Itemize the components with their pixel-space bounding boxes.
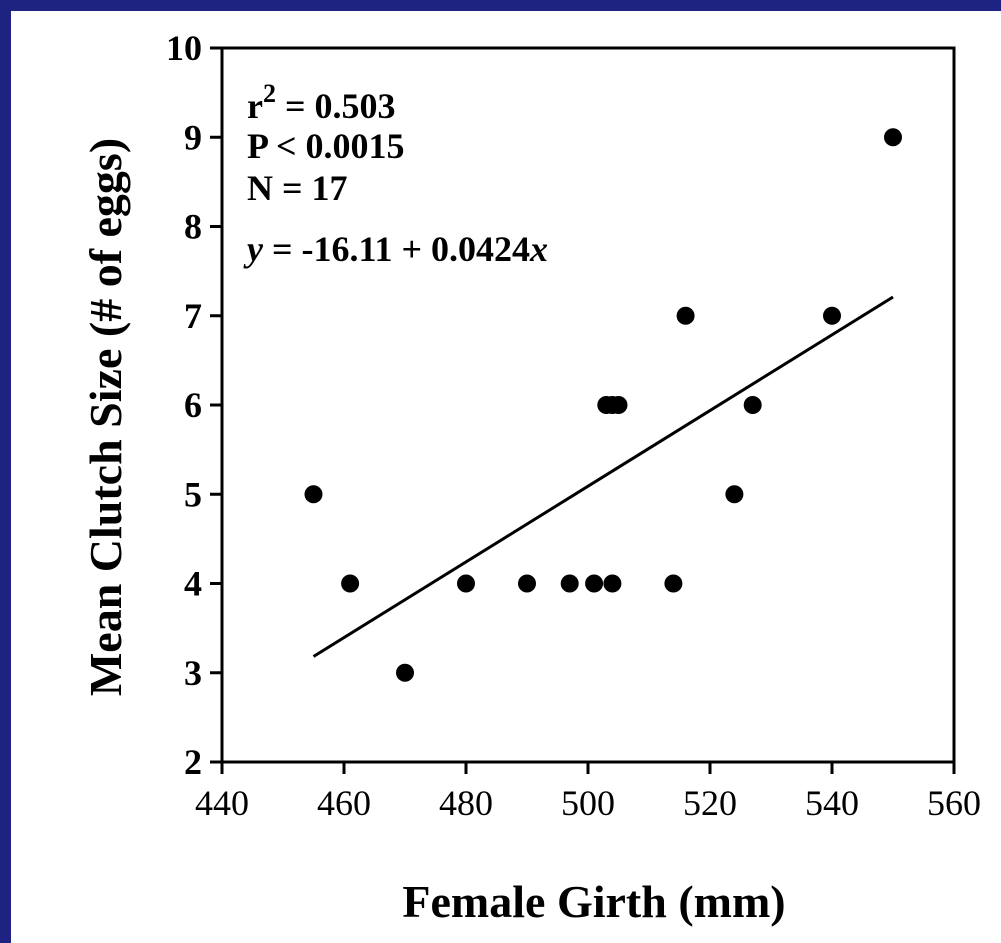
y-tick-label: 9 (184, 117, 202, 157)
ticks: 440 460 480 500 520 540 560 2 3 4 5 6 7 8 9 10 (166, 28, 981, 823)
y-tick-label: 7 (184, 296, 202, 336)
x-axis-title: Female Girth (mm) (402, 876, 785, 927)
regression-line-group (312, 295, 894, 658)
data-point (603, 574, 622, 593)
x-tick-label: 460 (317, 783, 371, 823)
n-label: N = 17 (247, 168, 348, 208)
data-point (560, 574, 579, 593)
data-point (585, 574, 604, 593)
data-point (609, 396, 628, 414)
y-tick-label: 2 (184, 742, 202, 782)
y-tick-label: 5 (184, 474, 202, 514)
data-point (823, 306, 841, 325)
data-point (304, 485, 323, 504)
regression-equation: y = -16.11 + 0.0424x (243, 229, 548, 269)
y-tick-label: 3 (184, 653, 202, 693)
scatter-chart: 440 460 480 500 520 540 560 2 3 4 5 6 7 8 9 10 r2 = 0.5… (80, 28, 981, 927)
data-point (457, 574, 475, 593)
data-point (884, 128, 902, 147)
y-axis-title: Mean Clutch Size (# of eggs) (80, 138, 131, 696)
regression-line (312, 295, 894, 658)
data-point (396, 663, 414, 682)
data-points (304, 128, 902, 682)
x-tick-label: 560 (927, 783, 981, 823)
chart-frame: 440 460 480 500 520 540 560 2 3 4 5 6 7 8 9 10 r2 = 0.5… (11, 11, 1001, 943)
data-point (664, 574, 683, 593)
data-point (518, 574, 536, 593)
y-tick-label: 4 (184, 564, 202, 604)
data-point (676, 306, 695, 325)
r-squared-label: r2 = 0.503 (247, 79, 396, 126)
x-tick-label: 480 (439, 783, 493, 823)
y-tick-label: 6 (184, 385, 202, 425)
data-point (725, 485, 744, 504)
x-tick-label: 520 (683, 783, 737, 823)
x-tick-label: 500 (561, 783, 615, 823)
data-point (743, 396, 762, 414)
x-tick-label: 440 (195, 783, 249, 823)
y-tick-label: 8 (184, 207, 202, 247)
p-value-label: P < 0.0015 (247, 126, 405, 166)
data-point (341, 574, 360, 593)
x-tick-label: 540 (805, 783, 859, 823)
y-tick-label: 10 (166, 28, 202, 68)
